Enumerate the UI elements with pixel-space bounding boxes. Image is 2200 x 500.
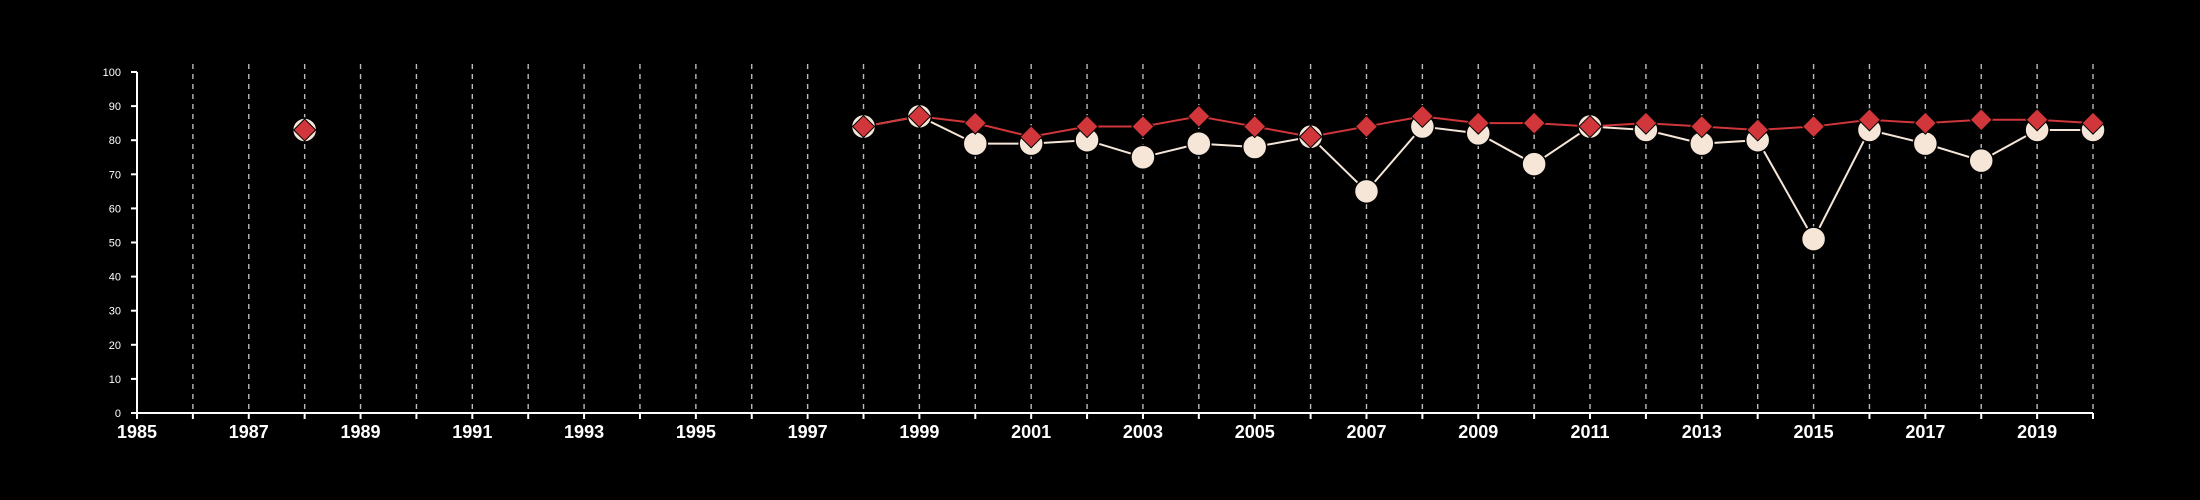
y-tick-label: 40 bbox=[109, 272, 121, 284]
series-2-point bbox=[907, 104, 932, 129]
y-tick-label: 90 bbox=[109, 101, 121, 113]
series-2-point bbox=[1634, 111, 1658, 135]
series-1-point bbox=[1241, 134, 1268, 160]
x-tick-label: 2005 bbox=[1235, 422, 1275, 442]
series-2-point bbox=[1913, 111, 1938, 135]
series-2-point bbox=[1466, 111, 1490, 135]
x-tick-label: 2011 bbox=[1570, 422, 1609, 442]
x-tick-label: 2001 bbox=[1011, 422, 1051, 442]
series-2-point bbox=[2025, 108, 2049, 132]
x-tick-label: 2013 bbox=[1682, 422, 1722, 442]
vertical-gridlines bbox=[192, 64, 2094, 413]
series-1-point bbox=[1968, 147, 1994, 174]
x-tick-label: 2019 bbox=[2017, 422, 2057, 442]
series-1-point bbox=[1186, 130, 1212, 157]
x-tick-label: 1995 bbox=[676, 422, 716, 442]
series-2-point bbox=[1578, 114, 1602, 139]
x-tick-label: 1993 bbox=[564, 422, 604, 442]
x-tick-label: 1999 bbox=[899, 422, 939, 442]
y-tick-label: 70 bbox=[109, 169, 121, 181]
series-2-point bbox=[1857, 108, 1882, 132]
series-1-point bbox=[962, 130, 989, 157]
series-2-point bbox=[1745, 118, 1770, 142]
y-tick-label: 10 bbox=[109, 374, 121, 386]
series-2-point bbox=[1801, 114, 1826, 139]
series-2-point bbox=[851, 114, 876, 139]
series-1-point bbox=[1353, 178, 1380, 205]
axes: 1985 1987 1989 1991 1993 1995 1997 1999 2001 2003… bbox=[103, 67, 2094, 442]
x-tick-label: 2003 bbox=[1123, 422, 1163, 442]
x-tick-label: 2009 bbox=[1458, 422, 1498, 442]
x-tick-label: 1987 bbox=[229, 422, 269, 442]
series-2-point bbox=[1690, 114, 1714, 139]
series-2-point bbox=[963, 111, 987, 135]
series-2-point bbox=[1298, 125, 1323, 149]
series-2-point bbox=[1243, 114, 1267, 139]
series-2-point bbox=[1410, 104, 1435, 129]
x-tick-label: 2007 bbox=[1346, 422, 1386, 442]
x-tick-label: 1997 bbox=[788, 422, 828, 442]
series-2-point bbox=[2081, 111, 2105, 135]
y-tick-label: 60 bbox=[109, 203, 121, 215]
series-2-point bbox=[1187, 104, 1211, 129]
x-tick-label: 1985 bbox=[117, 422, 157, 442]
series-2-point bbox=[1075, 114, 1099, 139]
y-tick-label: 100 bbox=[103, 67, 121, 79]
y-tick-label: 80 bbox=[109, 135, 121, 147]
series-2-point bbox=[1354, 114, 1379, 139]
series-1-point bbox=[1521, 151, 1547, 177]
series-2-point bbox=[1131, 114, 1155, 139]
y-tick-label: 20 bbox=[109, 340, 121, 352]
series-2-point bbox=[1522, 111, 1546, 135]
series-2-point bbox=[1019, 125, 1043, 149]
y-tick-label: 30 bbox=[109, 306, 121, 318]
x-tick-label: 1991 bbox=[452, 422, 492, 442]
series-2-point bbox=[1969, 108, 1993, 132]
series-1-point bbox=[1912, 130, 1939, 157]
series-markers bbox=[291, 103, 2106, 252]
x-tick-label: 2017 bbox=[1905, 422, 1945, 442]
y-tick-label: 50 bbox=[109, 238, 121, 250]
series-1-point bbox=[1800, 226, 1827, 252]
y-tick-label: 0 bbox=[115, 408, 121, 420]
series-2-point bbox=[292, 118, 317, 142]
series-1-point bbox=[1130, 144, 1156, 170]
x-tick-label: 2015 bbox=[1794, 422, 1834, 442]
x-tick-label: 1989 bbox=[341, 422, 381, 442]
